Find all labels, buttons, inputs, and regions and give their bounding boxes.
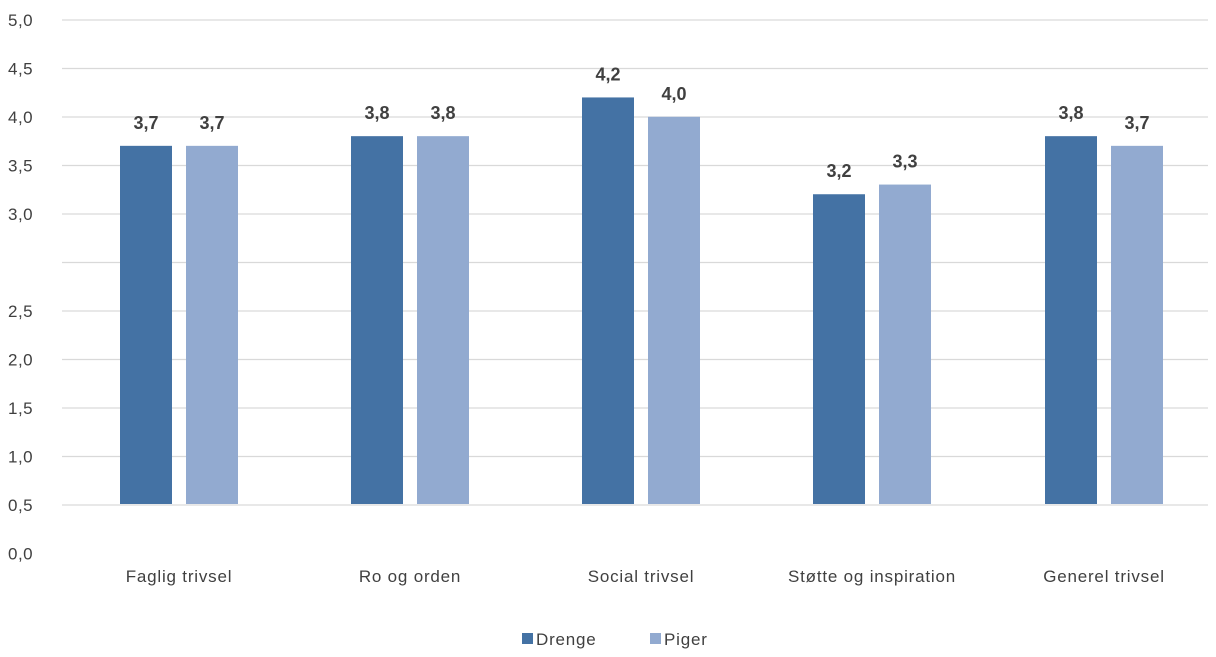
- y-tick-label: 1,5: [8, 399, 33, 418]
- category-label: Generel trivsel: [1043, 567, 1165, 586]
- data-labels: 3,7 3,7 3,8 3,8 4,2 4,0 3,2 3,3 3,8 3,7: [133, 64, 1149, 181]
- data-label: 3,2: [826, 161, 851, 181]
- bar-drenge: [351, 136, 403, 504]
- y-axis-tick-labels: 5,0 4,5 4,0 3,5 3,0 2,5 2,0 1,5 1,0 0,5 0,0: [8, 11, 33, 564]
- y-tick-label: 0,0: [8, 545, 33, 564]
- legend-label-piger: Piger: [664, 630, 708, 649]
- data-label: 3,8: [1058, 103, 1083, 123]
- bar-drenge: [1045, 136, 1097, 504]
- y-tick-label: 3,5: [8, 157, 33, 176]
- legend: Drenge Piger: [522, 630, 708, 649]
- category-label: Faglig trivsel: [126, 567, 233, 586]
- bar-piger: [417, 136, 469, 504]
- data-label: 3,3: [892, 152, 917, 172]
- bars: [120, 97, 1163, 505]
- y-tick-label: 4,0: [8, 108, 33, 127]
- category-label: Ro og orden: [359, 567, 461, 586]
- y-tick-label: 2,5: [8, 302, 33, 321]
- data-label: 3,7: [133, 113, 158, 133]
- y-tick-label: 2,0: [8, 351, 33, 370]
- bar-piger: [648, 116, 700, 505]
- bar-piger: [186, 145, 238, 504]
- data-label: 3,8: [364, 103, 389, 123]
- y-tick-label: 0,5: [8, 496, 33, 515]
- category-label: Social trivsel: [588, 567, 695, 586]
- legend-swatch-drenge: [522, 633, 533, 644]
- data-label: 3,8: [430, 103, 455, 123]
- y-tick-label: 1,0: [8, 448, 33, 467]
- legend-label-drenge: Drenge: [536, 630, 597, 649]
- data-label: 4,0: [661, 84, 686, 104]
- bar-drenge: [120, 145, 172, 504]
- data-label: 4,2: [595, 64, 620, 84]
- category-labels: Faglig trivsel Ro og orden Social trivsel S…: [126, 567, 1165, 586]
- bar-drenge: [813, 194, 865, 505]
- bar-drenge: [582, 97, 634, 504]
- gridlines: [62, 19, 1208, 506]
- data-label: 3,7: [1124, 113, 1149, 133]
- bar-piger: [1111, 145, 1163, 504]
- bar-piger: [879, 184, 931, 504]
- y-tick-label: 4,5: [8, 60, 33, 79]
- data-label: 3,7: [199, 113, 224, 133]
- y-tick-label: 3,0: [8, 205, 33, 224]
- y-tick-label: 5,0: [8, 11, 33, 30]
- legend-swatch-piger: [650, 633, 661, 644]
- category-label: Støtte og inspiration: [788, 567, 956, 586]
